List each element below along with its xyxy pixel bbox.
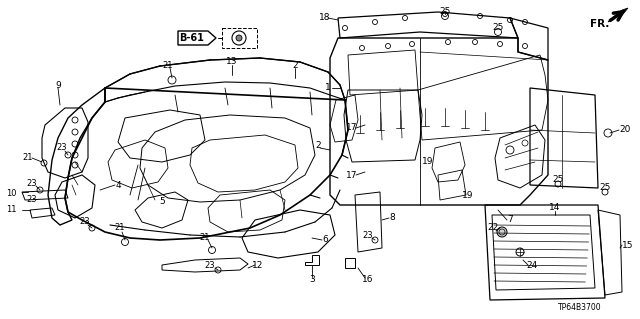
Text: 23: 23 (80, 218, 90, 226)
Text: 21: 21 (200, 234, 211, 242)
Text: 11: 11 (6, 205, 17, 214)
Text: 17: 17 (346, 170, 358, 180)
Text: 23: 23 (27, 196, 37, 204)
Polygon shape (178, 31, 216, 45)
Text: FR.: FR. (590, 19, 610, 29)
Text: 23: 23 (363, 231, 373, 240)
Text: 9: 9 (55, 80, 61, 90)
Text: 24: 24 (526, 261, 538, 270)
Text: 21: 21 (23, 153, 33, 162)
Text: 23: 23 (205, 261, 215, 270)
Text: 23: 23 (27, 179, 37, 188)
Text: 5: 5 (159, 197, 165, 206)
Text: 8: 8 (389, 213, 395, 222)
Text: 22: 22 (488, 224, 499, 233)
Text: 19: 19 (422, 158, 434, 167)
Text: 18: 18 (319, 13, 331, 23)
Text: 15: 15 (622, 241, 634, 249)
Text: 1: 1 (325, 84, 331, 93)
Text: 21: 21 (115, 224, 125, 233)
Text: B-61: B-61 (180, 33, 204, 43)
Circle shape (236, 35, 242, 41)
Text: 21: 21 (163, 61, 173, 70)
Text: 25: 25 (599, 183, 611, 192)
Text: 7: 7 (507, 216, 513, 225)
Text: 23: 23 (57, 144, 67, 152)
Text: 17: 17 (346, 123, 358, 132)
Text: TP64B3700: TP64B3700 (558, 303, 602, 313)
Text: 4: 4 (115, 181, 121, 189)
Text: 3: 3 (309, 276, 315, 285)
Text: 12: 12 (252, 261, 264, 270)
Text: 10: 10 (6, 189, 17, 197)
Text: 25: 25 (439, 8, 451, 17)
Text: 16: 16 (362, 276, 374, 285)
Text: 6: 6 (322, 235, 328, 244)
Text: 14: 14 (549, 204, 561, 212)
Bar (222, 28, 257, 48)
Text: 20: 20 (620, 125, 630, 135)
Text: 2: 2 (315, 140, 321, 150)
Text: 2: 2 (292, 61, 298, 70)
Circle shape (497, 227, 507, 237)
Text: 25: 25 (492, 24, 504, 33)
Text: 25: 25 (552, 175, 564, 184)
Polygon shape (608, 8, 628, 22)
Text: 19: 19 (462, 190, 474, 199)
Text: 13: 13 (227, 57, 237, 66)
